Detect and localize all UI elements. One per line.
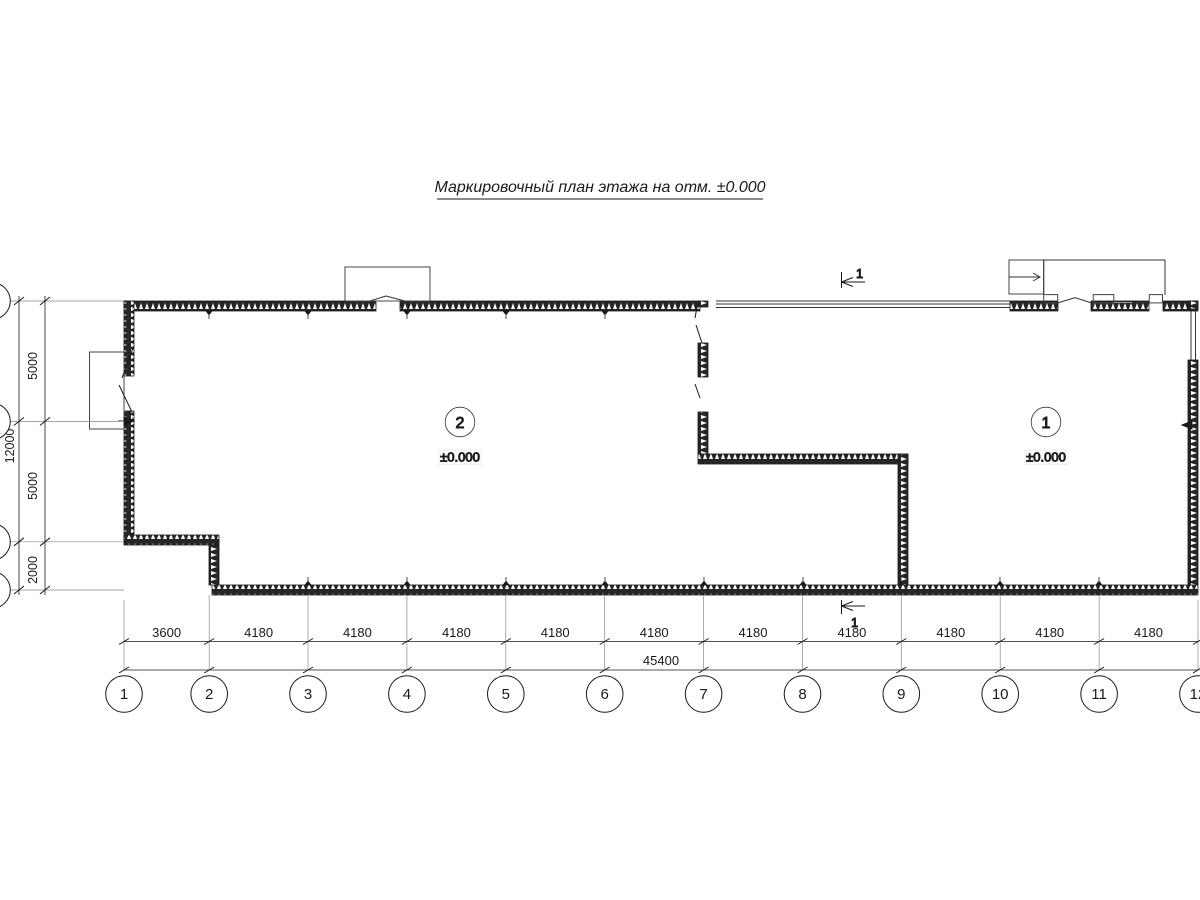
svg-text:1: 1 — [1042, 415, 1051, 432]
svg-text:1: 1 — [120, 686, 128, 703]
svg-text:2: 2 — [205, 686, 213, 703]
svg-text:4180: 4180 — [1035, 625, 1064, 640]
svg-text:2: 2 — [456, 415, 465, 432]
svg-text:3600: 3600 — [152, 625, 181, 640]
svg-text:12: 12 — [1190, 686, 1200, 703]
svg-text:±0.000: ±0.000 — [440, 450, 480, 465]
svg-text:Маркировочный план этажа на от: Маркировочный план этажа на отм. ±0.000 — [434, 179, 765, 196]
svg-text:±0.000: ±0.000 — [1026, 450, 1066, 465]
svg-text:4180: 4180 — [1134, 625, 1163, 640]
svg-text:10: 10 — [992, 686, 1009, 703]
svg-text:3: 3 — [304, 686, 312, 703]
svg-text:4180: 4180 — [936, 625, 965, 640]
svg-text:6: 6 — [601, 686, 609, 703]
svg-text:7: 7 — [699, 686, 707, 703]
svg-text:2000: 2000 — [26, 556, 40, 584]
svg-text:45400: 45400 — [643, 653, 679, 668]
svg-text:5000: 5000 — [26, 472, 40, 500]
svg-text:4180: 4180 — [541, 625, 570, 640]
svg-text:4180: 4180 — [442, 625, 471, 640]
svg-text:4180: 4180 — [739, 625, 768, 640]
svg-text:8: 8 — [798, 686, 806, 703]
svg-text:5: 5 — [502, 686, 510, 703]
svg-text:9: 9 — [897, 686, 905, 703]
svg-text:1: 1 — [856, 266, 863, 281]
svg-text:4180: 4180 — [640, 625, 669, 640]
svg-text:4180: 4180 — [244, 625, 273, 640]
svg-text:11: 11 — [1091, 686, 1107, 703]
svg-text:4180: 4180 — [343, 625, 372, 640]
svg-text:4: 4 — [403, 686, 411, 703]
svg-text:5000: 5000 — [26, 352, 40, 380]
svg-text:4180: 4180 — [837, 625, 866, 640]
